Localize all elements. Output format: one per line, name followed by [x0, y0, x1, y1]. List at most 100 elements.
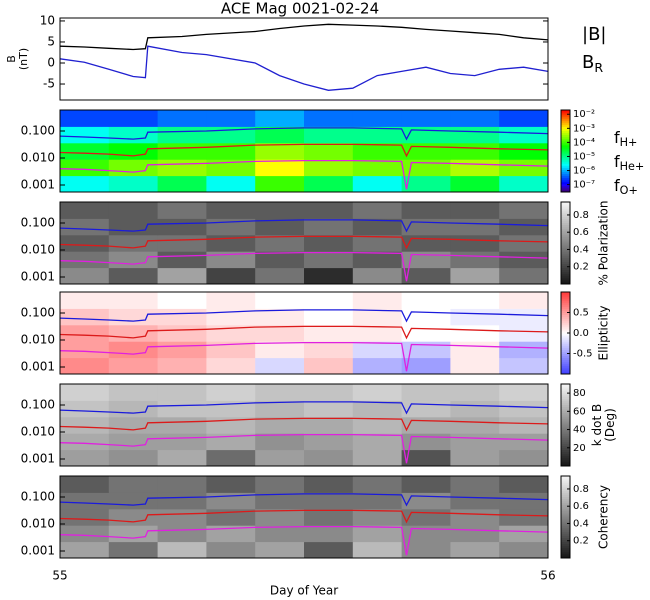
- heatmap-cell: [401, 384, 451, 401]
- heatmap-cell: [60, 400, 110, 418]
- colorbar-tick-label: 10⁻²: [573, 109, 595, 120]
- heatmap-cell: [304, 525, 354, 543]
- colorbar-step: [561, 517, 570, 520]
- colorbar-step: [561, 445, 570, 449]
- colorbar-step: [561, 555, 570, 559]
- heatmap-cell: [352, 416, 403, 434]
- heatmap-cell: [352, 433, 403, 451]
- heatmap-cell: [60, 541, 110, 559]
- heatmap-cell: [304, 324, 354, 342]
- heatmap-cell: [108, 267, 159, 285]
- heatmap-cell: [352, 449, 403, 467]
- colorbar-step: [561, 187, 570, 191]
- colorbar-step: [561, 390, 570, 393]
- heatmap-cell: [157, 525, 207, 543]
- heatmap-cell: [352, 267, 403, 285]
- y-tick-label: 0.100: [21, 490, 55, 504]
- data-line: [60, 433, 548, 464]
- heatmap-cell: [352, 476, 403, 493]
- colorbar-step: [561, 402, 570, 405]
- data-line: [60, 219, 548, 233]
- heatmap-cell: [255, 541, 305, 559]
- colorbar-step: [561, 206, 570, 209]
- heatmap-cell: [60, 341, 110, 359]
- colorbar-step: [561, 230, 570, 234]
- colorbar-step: [561, 384, 570, 387]
- colorbar-tick-label: 10⁻⁶: [573, 166, 595, 177]
- heatmap-cell: [157, 175, 207, 193]
- colorbar-step: [561, 224, 570, 228]
- heatmap-cell: [206, 110, 256, 127]
- colorbar-step: [561, 529, 570, 532]
- heatmap-cell: [450, 159, 500, 177]
- y-tick-label: 0.001: [21, 543, 55, 557]
- colorbar-step: [561, 300, 570, 303]
- heatmap-cell: [499, 357, 549, 375]
- heatmap-cell: [157, 384, 207, 401]
- y-axis-label: B: [5, 55, 18, 63]
- colorbar-label: Ellipticity: [597, 306, 611, 361]
- colorbar-step: [561, 531, 570, 534]
- heatmap-cell: [108, 142, 159, 160]
- heatmap-cell: [499, 142, 549, 160]
- colorbar-tick-label: 20: [573, 443, 586, 454]
- colorbar-step: [561, 185, 570, 189]
- colorbar-step: [561, 169, 570, 172]
- colorbar-step: [561, 167, 570, 170]
- heatmap-cell: [157, 202, 207, 219]
- colorbar-step: [561, 253, 570, 256]
- heatmap-cell: [304, 308, 354, 326]
- colorbar-step: [561, 220, 570, 223]
- heatmap-cell: [60, 324, 110, 342]
- colorbar-step: [561, 388, 570, 391]
- colorbar-step: [561, 363, 570, 367]
- heatmap-cell: [352, 292, 403, 309]
- heatmap-cell: [304, 234, 354, 252]
- legend-label: fHe+: [614, 152, 644, 174]
- heatmap-cell: [499, 492, 549, 510]
- heatmap-cell: [60, 142, 110, 160]
- colorbar-step: [561, 112, 570, 115]
- colorbar-step: [561, 275, 570, 279]
- colorbar-step: [561, 459, 570, 463]
- colorbar-tick-label: 0.6: [573, 501, 589, 512]
- heatmap-cell: [255, 341, 305, 359]
- heatmap-cell: [499, 251, 549, 269]
- plot-frame: [59, 291, 549, 375]
- heatmap-cell: [108, 341, 159, 359]
- colorbar-tick-label: 0.2: [573, 262, 589, 273]
- colorbar-step: [561, 510, 570, 514]
- colorbar-step: [561, 447, 570, 451]
- heatmap-cell: [304, 541, 354, 559]
- colorbar-step: [561, 259, 570, 262]
- heatmap-cell: [108, 202, 159, 219]
- colorbar-tick-label: 10⁻⁴: [573, 137, 595, 148]
- heatmap-cell: [60, 357, 110, 375]
- colorbar-step: [561, 142, 570, 146]
- colorbar-step: [561, 138, 570, 142]
- heatmap-cell: [304, 251, 354, 269]
- heatmap-cell: [206, 292, 256, 309]
- heatmap-cell: [450, 324, 500, 342]
- heatmap-cell: [255, 416, 305, 434]
- heatmap-cell: [157, 308, 207, 326]
- heatmap-cell: [352, 492, 403, 510]
- colorbar-step: [561, 461, 570, 465]
- colorbar-label: % Polarization: [597, 201, 611, 286]
- heatmap-cell: [108, 400, 159, 418]
- y-tick-label: 0.010: [21, 242, 55, 256]
- y-tick-label: 0.100: [21, 216, 55, 230]
- data-line: [60, 309, 548, 323]
- colorbar-step: [561, 222, 570, 226]
- colorbar-tick-label: -0.5: [573, 349, 593, 360]
- colorbar-step: [561, 326, 570, 330]
- heatmap-cell: [255, 267, 305, 285]
- heatmap-cell: [108, 476, 159, 493]
- heatmap-cell: [499, 175, 549, 193]
- colorbar-step: [561, 547, 570, 551]
- colorbar-step: [561, 500, 570, 504]
- heatmap-cell: [206, 541, 256, 559]
- heatmap-cell: [255, 202, 305, 219]
- heatmap-cell: [108, 416, 159, 434]
- colorbar-tick-label: 0.5: [573, 308, 589, 319]
